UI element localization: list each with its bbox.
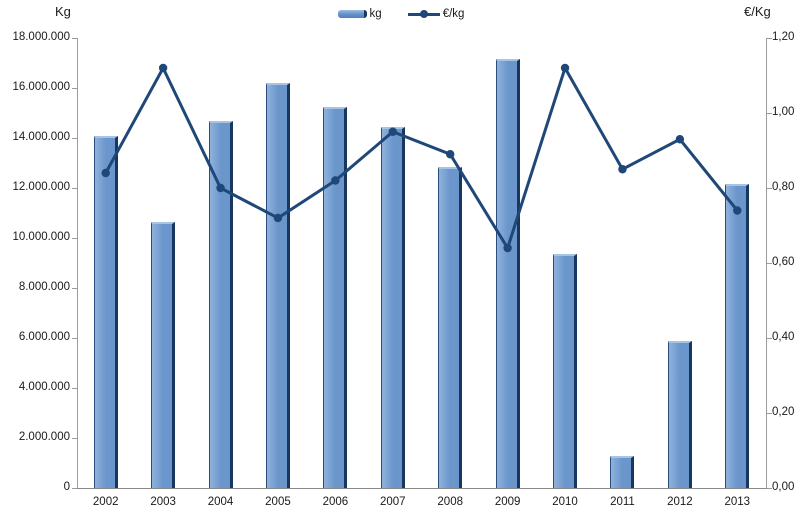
- x-axis-label: 2007: [379, 496, 406, 508]
- y-axis-label-right: 0,80: [772, 181, 795, 193]
- left-axis-title: Kg: [55, 4, 71, 19]
- line-marker-2008: [446, 150, 455, 159]
- right-axis-title: €/Kg: [744, 4, 771, 19]
- line-marker-2003: [158, 63, 168, 73]
- bar-2013: [725, 184, 750, 488]
- y-axis-label-right: 1,00: [772, 106, 795, 118]
- y-axis-label-left: 8.000.000: [18, 281, 70, 293]
- x-axis-label: 2009: [494, 496, 521, 508]
- line-marker-2005: [273, 213, 283, 223]
- right-axis-tick: [767, 338, 772, 339]
- right-axis-tick: [767, 488, 772, 489]
- left-axis-tick: [72, 88, 77, 89]
- left-axis-tick: [72, 488, 77, 489]
- bar-2008: [438, 166, 463, 488]
- right-axis-tick: [767, 263, 772, 264]
- line-marker-2002: [101, 168, 110, 178]
- line-marker-2006: [331, 176, 340, 185]
- legend: kg €/kg: [0, 8, 802, 20]
- bar-series-swatch-icon: [337, 10, 367, 18]
- y-axis-label-right: 0,40: [772, 331, 795, 343]
- y-axis-label-left: 16.000.000: [12, 81, 70, 93]
- x-axis-label: 2013: [724, 496, 751, 508]
- y-axis-label-left: 14.000.000: [12, 131, 70, 143]
- line-marker-2013: [733, 206, 742, 215]
- bar-2002: [93, 135, 118, 488]
- line-marker-2011: [618, 165, 627, 174]
- left-axis-tick: [72, 288, 77, 289]
- x-axis-label: 2012: [667, 496, 693, 508]
- x-axis-label: 2008: [437, 496, 463, 508]
- y-axis-label-left: 18.000.000: [12, 31, 70, 43]
- y-axis-label-right: 0,60: [772, 256, 795, 268]
- y-axis-label-left: 4.000.000: [18, 381, 70, 393]
- price-line-chart: [101, 63, 742, 253]
- x-axis-label: 2004: [207, 496, 234, 508]
- line-marker-2010: [560, 63, 570, 73]
- x-axis-label: 2003: [150, 496, 176, 508]
- bar-2006: [323, 106, 348, 488]
- right-axis-tick: [767, 188, 772, 189]
- y-axis-label-left: 0: [63, 481, 70, 493]
- left-axis-tick: [72, 138, 77, 139]
- x-axis-label: 2011: [610, 496, 635, 508]
- bar-2009: [495, 59, 520, 488]
- x-axis-line: [77, 488, 767, 489]
- line-marker-2004: [216, 183, 225, 193]
- left-axis-tick: [72, 438, 77, 439]
- left-axis-tick: [72, 38, 77, 39]
- bar-2004: [208, 120, 233, 488]
- line-marker-2012: [675, 135, 685, 144]
- right-axis-tick: [767, 113, 772, 114]
- y-axis-label-left: 6.000.000: [18, 331, 70, 343]
- y-axis-label-right: 1,20: [772, 31, 795, 43]
- right-axis-line: [766, 38, 767, 489]
- line-series-swatch-icon: [407, 9, 440, 19]
- bar-2003: [151, 221, 176, 488]
- line-marker-2009: [503, 243, 512, 253]
- bar-2010: [553, 254, 578, 488]
- left-axis-tick: [72, 238, 77, 239]
- left-axis-tick: [72, 338, 77, 339]
- line-marker-2007: [388, 127, 397, 136]
- left-axis-tick: [72, 388, 77, 389]
- bar-2007: [380, 126, 405, 488]
- legend-label-eur-per-kg: €/kg: [442, 8, 465, 20]
- bar-2012: [667, 340, 692, 488]
- y-axis-label-right: 0,20: [772, 406, 795, 418]
- y-axis-label-left: 2.000.000: [18, 431, 70, 443]
- legend-label-kg: kg: [369, 8, 382, 20]
- price-line: [104, 64, 739, 252]
- x-axis-label: 2010: [552, 496, 578, 508]
- y-axis-label-left: 12.000.000: [12, 181, 70, 193]
- bar-2005: [265, 83, 290, 488]
- y-axis-label-left: 10.000.000: [12, 231, 70, 243]
- y-axis-label-right: 0,00: [772, 481, 795, 493]
- legend-item-kg: kg: [337, 8, 382, 20]
- legend-item-eur-per-kg: €/kg: [407, 8, 465, 20]
- left-axis-tick: [72, 188, 77, 189]
- x-axis-label: 2002: [92, 496, 119, 508]
- right-axis-tick: [767, 413, 772, 414]
- x-axis-label: 2005: [265, 496, 291, 508]
- bar-2011: [610, 455, 635, 488]
- x-axis-label: 2006: [322, 496, 349, 508]
- left-axis-line: [77, 38, 78, 489]
- right-axis-tick: [767, 38, 772, 39]
